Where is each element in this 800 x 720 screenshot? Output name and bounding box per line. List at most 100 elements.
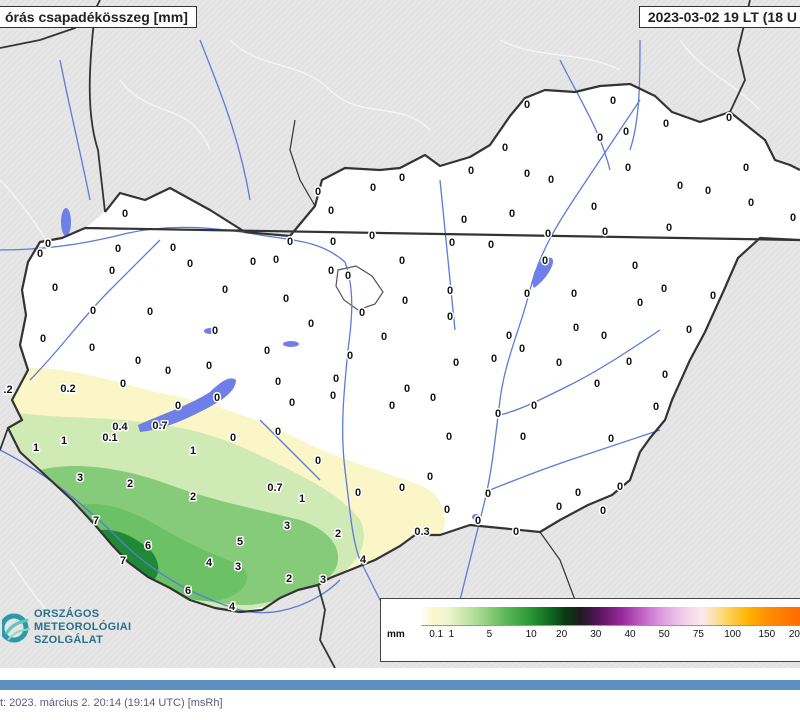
station-value: 0 — [345, 270, 351, 282]
lake-small-1 — [204, 328, 216, 334]
station-value: 0 — [444, 504, 450, 516]
station-value: 0 — [468, 165, 474, 177]
station-value: 0 — [461, 214, 467, 226]
station-value: 0 — [212, 325, 218, 337]
station-value: 0 — [222, 284, 228, 296]
omsz-logo: ORSZÁGOS METEOROLÓGIAI SZOLGÁLAT — [2, 598, 162, 658]
station-value: 0 — [165, 365, 171, 377]
precip-area-3mm — [40, 465, 339, 605]
station-value: 0 — [90, 305, 96, 317]
hungary-border — [6, 82, 800, 614]
sio-river — [259, 419, 321, 481]
station-value: 0 — [556, 357, 562, 369]
station-value: 0 — [506, 330, 512, 342]
legend-tick: 50 — [658, 629, 670, 640]
station-value: 0 — [502, 142, 508, 154]
legend-unit: mm — [387, 629, 405, 640]
budapest-outline — [335, 265, 384, 311]
station-value: 0 — [575, 487, 581, 499]
station-value: 0 — [369, 230, 375, 242]
station-value: 0 — [597, 132, 603, 144]
legend-tick: 30 — [590, 629, 602, 640]
station-value: 2 — [127, 478, 133, 490]
station-value: 0 — [488, 239, 494, 251]
station-value: 2 — [286, 573, 292, 585]
station-value: 0 — [283, 293, 289, 305]
station-value: 1 — [61, 435, 67, 447]
station-value: 0 — [608, 433, 614, 445]
station-value: 0 — [495, 408, 501, 420]
station-value: 0 — [653, 401, 659, 413]
station-value: 0 — [519, 343, 525, 355]
station-value: 0 — [666, 222, 672, 234]
station-value: 0 — [661, 283, 667, 295]
station-value: 0 — [370, 182, 376, 194]
station-value: 0 — [531, 400, 537, 412]
station-value: 3 — [284, 520, 290, 532]
station-value: 4 — [229, 601, 236, 613]
station-value: 0 — [447, 285, 453, 297]
station-value: 0 — [333, 373, 339, 385]
omsz-logo-text: ORSZÁGOS METEOROLÓGIAI SZOLGÁLAT — [34, 608, 131, 647]
station-value: 0 — [743, 162, 749, 174]
station-value: 0 — [328, 265, 334, 277]
station-value: 0 — [45, 238, 51, 250]
legend-tick: 5 — [486, 629, 493, 640]
footer-bar — [0, 680, 800, 690]
station-value: 0 — [187, 258, 193, 270]
map-timestamp-text: 2023-03-02 19 LT (18 U — [647, 9, 797, 25]
station-value: 6 — [145, 540, 151, 552]
lake-neusiedl — [61, 208, 71, 236]
station-value: 0 — [637, 297, 643, 309]
precip-area-7mm — [98, 529, 159, 582]
station-value: 0 — [381, 331, 387, 343]
station-value: 0 — [524, 99, 530, 111]
sajo-river — [559, 59, 611, 171]
hernad-river — [629, 39, 641, 151]
station-value: 0 — [347, 350, 353, 362]
station-value: 0 — [214, 392, 220, 404]
color-legend: mm 0.1 1 5 10 20 30 40 50 75 100 150 200 — [380, 598, 800, 662]
station-value: 5 — [237, 536, 243, 548]
lakes — [61, 208, 554, 520]
station-value: 0 — [545, 228, 551, 240]
station-value: 0 — [230, 432, 236, 444]
station-value: 0 — [399, 482, 405, 494]
station-value: 3 — [77, 472, 83, 484]
station-value: 0 — [625, 162, 631, 174]
station-value: 0 — [109, 265, 115, 277]
station-value: 0 — [52, 282, 58, 294]
station-value: 4 — [360, 554, 367, 566]
legend-tick: 1 — [448, 629, 455, 640]
station-value: 0 — [89, 342, 95, 354]
station-value: 0 — [475, 515, 481, 527]
neighbor-border-5 — [317, 584, 336, 668]
station-value: 0 — [509, 208, 515, 220]
station-value: 0 — [571, 288, 577, 300]
station-value: 6 — [185, 585, 191, 597]
footer-text: t: 2023. március 2. 20:14 (19:14 UTC) [m… — [0, 697, 223, 709]
koros-river — [499, 329, 661, 416]
station-value: 0 — [623, 126, 629, 138]
station-value: 0 — [328, 205, 334, 217]
omsz-line-1: ORSZÁGOS — [34, 608, 100, 620]
station-value: 1 — [299, 493, 305, 505]
station-value: 3 — [320, 574, 326, 586]
station-value: 0 — [556, 501, 562, 513]
station-value: 2 — [190, 491, 196, 503]
legend-tick: 150 — [758, 629, 776, 640]
station-value: 0 — [430, 392, 436, 404]
station-value: 0 — [632, 260, 638, 272]
lake-tisza — [532, 257, 554, 288]
station-value: 0 — [591, 201, 597, 213]
station-value: 0 — [520, 431, 526, 443]
station-value: .2 — [3, 384, 12, 396]
omsz-logo-icon — [2, 613, 31, 643]
tisza-river — [459, 99, 641, 601]
station-value: 0 — [330, 236, 336, 248]
station-value: 0 — [542, 255, 548, 267]
map-title-text: órás csapadékösszeg [mm] — [5, 9, 188, 25]
station-value: 0 — [677, 180, 683, 192]
danube-river — [0, 226, 421, 661]
